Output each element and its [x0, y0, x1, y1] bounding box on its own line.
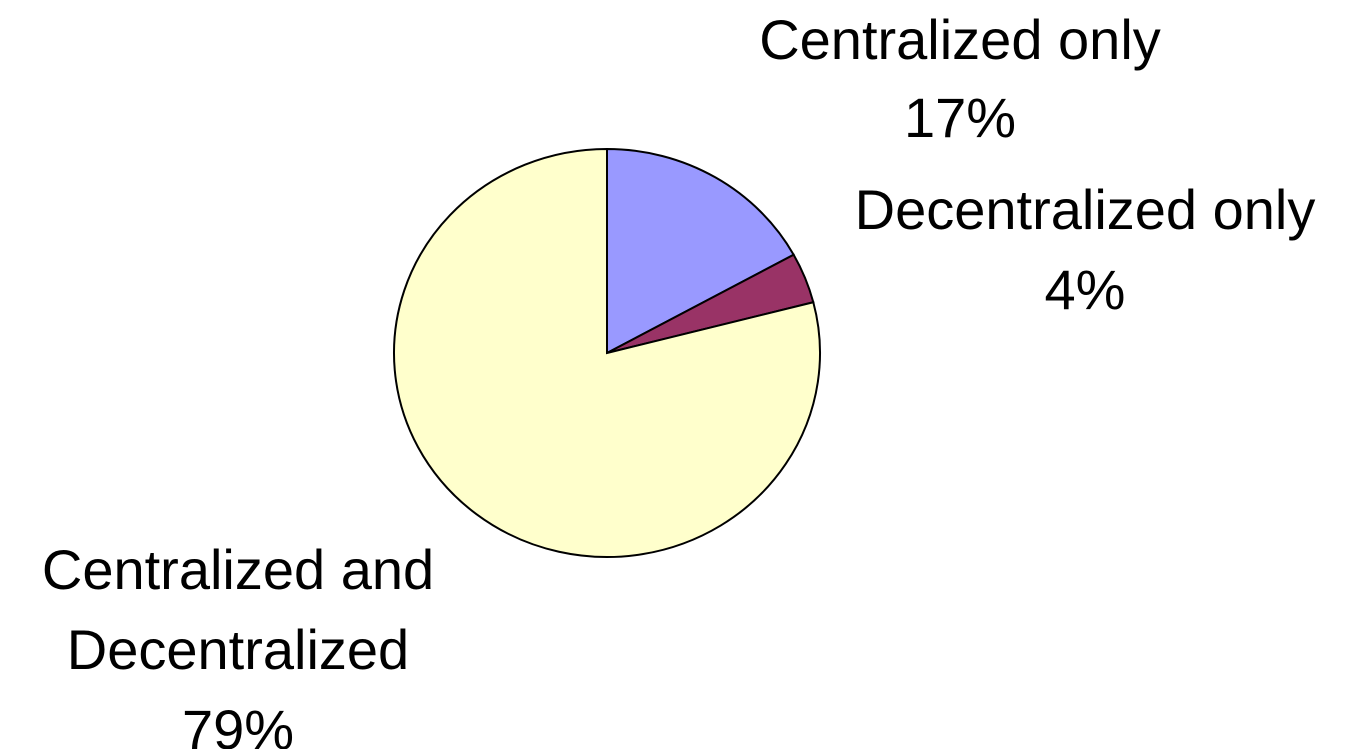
slice-value-label: 17%	[903, 86, 1017, 149]
pie-slice	[606, 147, 796, 355]
slice-label: Centralized only	[759, 8, 1161, 71]
slice-label: Centralized and Decentralized	[41, 538, 435, 681]
slice-value-label: 79%	[181, 698, 295, 749]
pie-slice	[393, 147, 821, 558]
slice-label: Decentralized only	[854, 178, 1316, 241]
slice-value-label: 4%	[1044, 258, 1126, 321]
